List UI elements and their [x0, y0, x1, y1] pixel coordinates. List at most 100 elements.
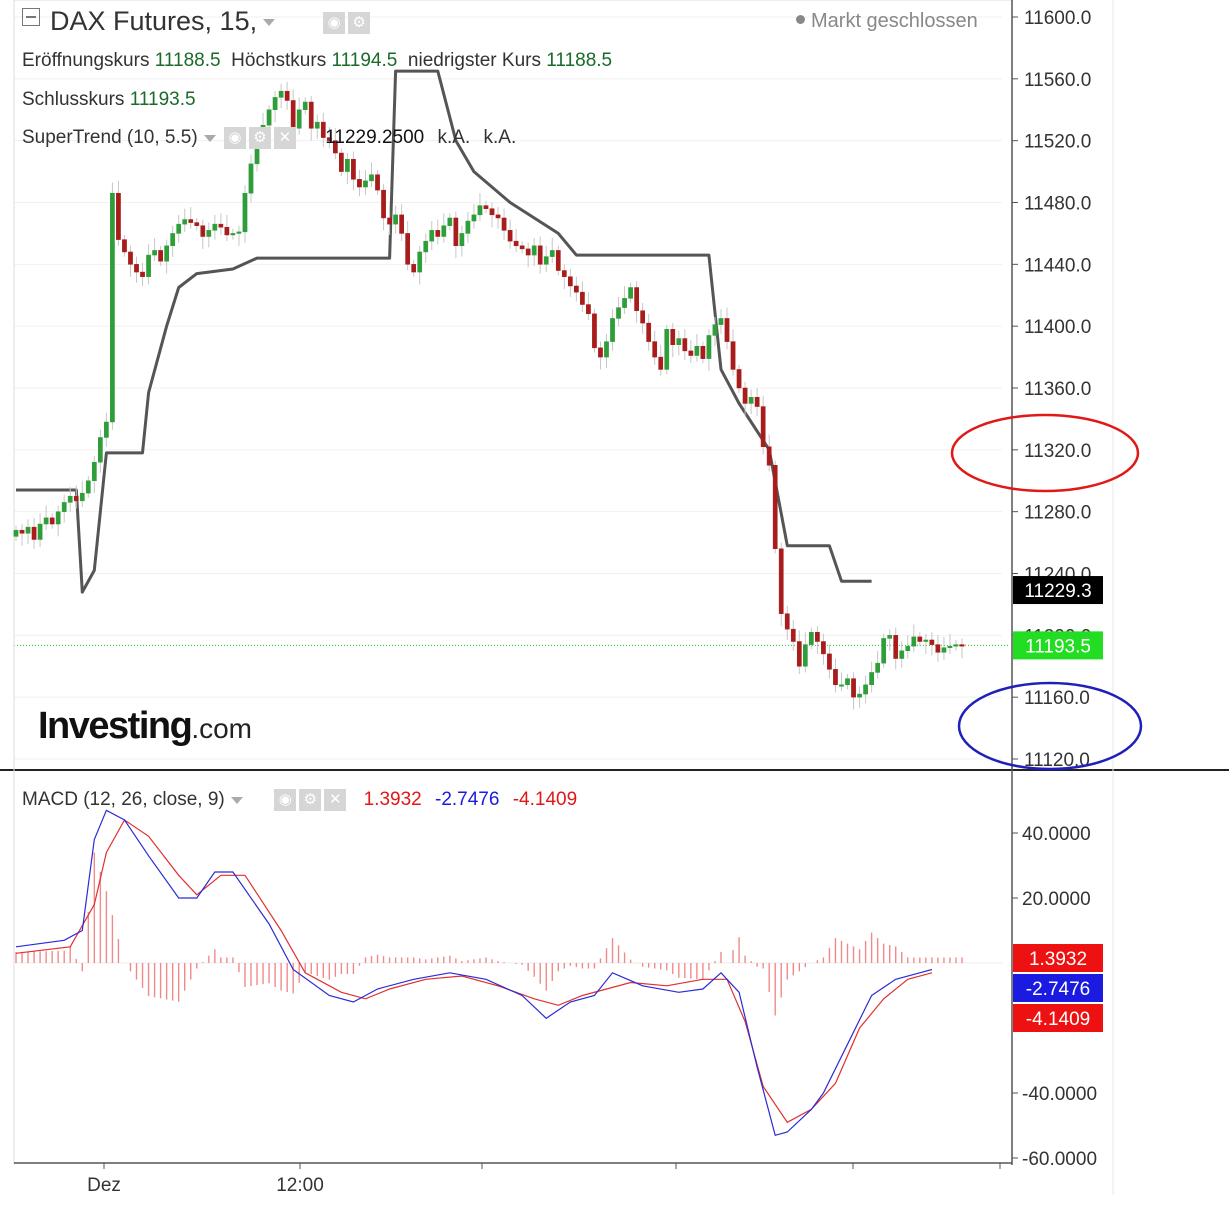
candle-body [453, 217, 459, 247]
dropdown-caret-icon[interactable] [230, 796, 243, 804]
dropdown-caret-icon[interactable] [203, 134, 216, 142]
y-tick-label: 11560.0 [1024, 70, 1091, 91]
candle-body [875, 662, 881, 673]
eye-icon[interactable]: ◉ [274, 789, 297, 811]
candle-body [851, 678, 856, 698]
candle-body [604, 341, 609, 358]
candle-body [724, 318, 730, 342]
y-tick-label: 11360.0 [1024, 379, 1091, 400]
candle-body [158, 250, 163, 262]
supertrend-path [16, 69, 872, 594]
candle-body [784, 613, 790, 630]
candle-body [561, 270, 567, 277]
eye-icon[interactable]: ◉ [323, 11, 346, 34]
x-tick-label: 12:00 [276, 1175, 324, 1196]
blue-ellipse-annotation [957, 681, 1143, 771]
candle-body [610, 318, 615, 342]
macd-y-tick-label: 40.0000 [1022, 824, 1091, 845]
candle-body [339, 152, 344, 172]
candle-body [778, 548, 784, 614]
candle-body [730, 341, 736, 370]
market-status: Markt geschlossen [796, 10, 978, 33]
candle-body [230, 233, 236, 236]
y-tick-label: 11480.0 [1024, 194, 1091, 215]
candle-body [393, 214, 398, 225]
dropdown-caret-icon[interactable] [263, 19, 276, 27]
market-status-text: Markt geschlossen [811, 10, 978, 32]
candle-body [290, 100, 296, 129]
candle-body [188, 219, 194, 223]
candle-body [302, 101, 308, 111]
candle-body [887, 635, 893, 639]
y-tick-label: 11400.0 [1024, 317, 1091, 338]
candle-body [935, 644, 941, 653]
candle-body [592, 313, 597, 349]
candle-body [206, 230, 212, 237]
candle-body [375, 174, 380, 191]
candle-body [128, 251, 133, 265]
candle-body [658, 356, 664, 370]
candle-body [194, 222, 200, 226]
candle-body [381, 189, 386, 219]
candle-body [845, 678, 850, 686]
candle-body [790, 628, 796, 642]
close-value: 11193.5 [129, 89, 196, 110]
y-axis-labels: 11600.0 11560.0 11520.0 11480.0 11440.0 11400… [87, 8, 1097, 1196]
candle-body [224, 226, 230, 236]
candle-body [363, 180, 368, 188]
macd-line-value: -2.7476 [435, 789, 500, 811]
candle-body [19, 529, 25, 534]
candle-body [200, 225, 206, 237]
candle-body [97, 437, 103, 463]
candle-body [116, 192, 121, 240]
candle-body [429, 230, 435, 242]
candle-body [549, 250, 555, 257]
macd-y-tick-label: 20.0000 [1022, 889, 1091, 910]
investing-logo: Investing.com [38, 705, 252, 748]
supertrend-badge-text: 11229.3 [1024, 581, 1091, 602]
y-tick-label: 11120.0 [1024, 750, 1090, 771]
candle-body [718, 318, 724, 325]
candle-body [417, 251, 423, 273]
candle-body [405, 233, 411, 265]
ellipse-annotations [950, 413, 1143, 771]
candle-body [772, 465, 778, 550]
candle-body [218, 223, 224, 228]
ohlc-legend: Eröffnungskurs 11188.5 Höchstkurs 11194.… [22, 50, 612, 72]
eye-icon[interactable]: ◉ [223, 127, 246, 149]
candle-body [284, 90, 290, 101]
candle-body [688, 350, 694, 356]
candle-body [351, 158, 356, 180]
price-badges: 11229.3 11193.5 1.3932 -2.7476 -4.1409 [1013, 576, 1103, 1032]
candle-body [314, 121, 320, 129]
gear-icon[interactable]: ⚙ [348, 11, 371, 34]
collapse-icon[interactable] [22, 8, 40, 26]
candle-body [802, 644, 808, 667]
candle-body [670, 329, 676, 345]
gear-icon[interactable]: ⚙ [248, 127, 271, 149]
candle-body [742, 387, 748, 404]
candle-body [387, 217, 392, 225]
macd-line [15, 809, 933, 1137]
candle-body [164, 245, 169, 262]
macd-plot [14, 809, 1002, 1137]
macd-signal-line [15, 819, 933, 1124]
gear-icon[interactable]: ⚙ [299, 789, 322, 811]
candle-body [357, 179, 362, 188]
candle-body [242, 192, 248, 233]
supertrend-badge-bg [1013, 576, 1103, 605]
candle-body [754, 397, 760, 407]
y-tick-label: 11280.0 [1024, 503, 1091, 524]
candle-body [899, 650, 905, 659]
last-price-badge-text: 11193.5 [1025, 636, 1091, 657]
close-icon[interactable]: ✕ [273, 127, 296, 149]
candle-body [664, 329, 670, 370]
candle-body [959, 644, 965, 647]
symbol-title: DAX Futures, 15, [50, 6, 258, 36]
candle-body [682, 338, 688, 352]
price-pane-frame [13, 0, 1013, 771]
candle-body [326, 137, 332, 141]
macd-signal-badge-bg [1013, 1004, 1103, 1032]
close-icon[interactable]: ✕ [324, 789, 347, 811]
